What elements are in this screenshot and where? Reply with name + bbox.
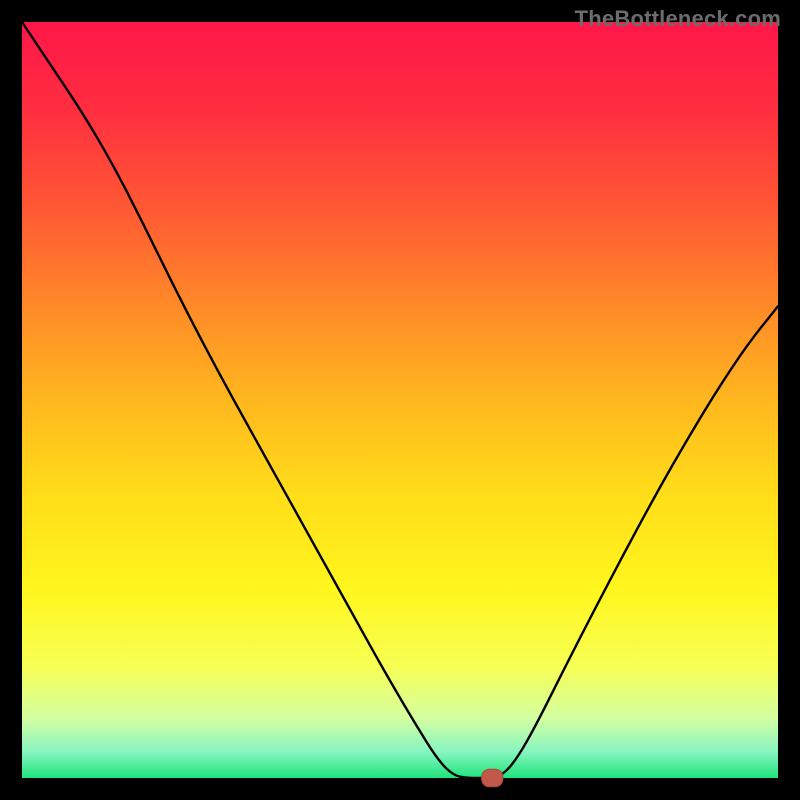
watermark-text: TheBottleneck.com — [575, 6, 781, 32]
outer-border — [0, 0, 800, 800]
plot-area — [22, 22, 778, 778]
bottleneck-chart — [0, 0, 800, 800]
chart-frame: TheBottleneck.com — [0, 0, 800, 800]
balance-point-marker — [482, 769, 503, 786]
